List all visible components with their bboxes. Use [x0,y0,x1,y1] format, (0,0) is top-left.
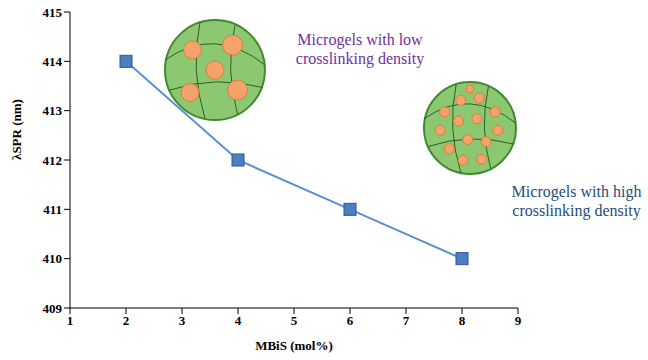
svg-text:410: 410 [43,251,63,266]
svg-text:λSPR (nm): λSPR (nm) [9,99,24,160]
svg-text:7: 7 [403,313,410,328]
svg-text:6: 6 [347,313,354,328]
svg-text:415: 415 [43,5,63,20]
html-text:Microgels with low crosslinkin: Microgels with low crosslinking density [295,31,425,67]
svg-text:4: 4 [235,313,242,328]
svg-text:5: 5 [291,313,298,328]
svg-text:412: 412 [43,153,63,168]
svg-text:1: 1 [67,313,74,328]
svg-text:413: 413 [43,103,63,118]
svg-text:409: 409 [43,301,63,316]
svg-text:8: 8 [459,313,466,328]
svg-text:411: 411 [43,202,62,217]
svg-text:MBiS (mol%): MBiS (mol%) [255,338,333,353]
svg-text:414: 414 [43,54,63,69]
svg-text:9: 9 [515,313,522,328]
html-text:Microgels with high crosslinki: Microgels with high crosslinking density [511,183,642,219]
svg-text:2: 2 [123,313,130,328]
svg-text:3: 3 [179,313,186,328]
